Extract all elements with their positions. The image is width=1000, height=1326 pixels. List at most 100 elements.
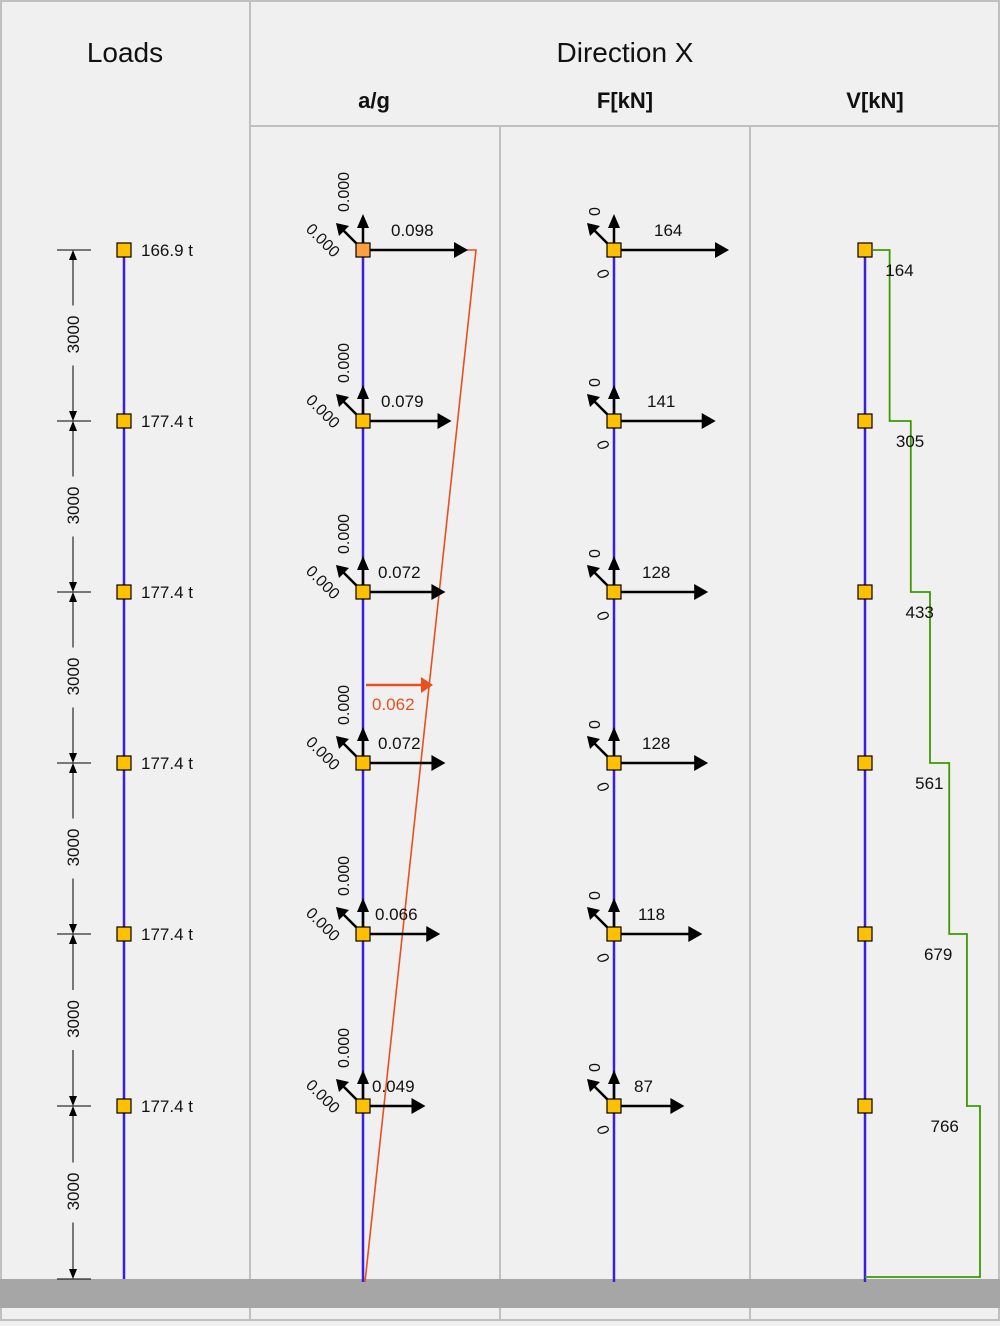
node-marker xyxy=(116,242,132,258)
node-marker xyxy=(116,1098,132,1114)
ag-up-value: 0.000 xyxy=(336,685,353,725)
force-value: 128 xyxy=(642,734,670,753)
vertical-arrow-icon xyxy=(608,556,620,570)
node-marker xyxy=(606,1098,622,1114)
load-node: 177.4 t xyxy=(116,1097,193,1116)
loads-header: Loads xyxy=(87,37,163,68)
load-value: 166.9 t xyxy=(141,241,193,260)
force-value: 141 xyxy=(647,392,675,411)
shear-value: 164 xyxy=(885,261,913,280)
node-marker xyxy=(857,413,873,429)
horizontal-arrow-icon xyxy=(431,755,446,771)
vertical-arrow-icon xyxy=(357,214,369,228)
force-value: 87 xyxy=(634,1077,653,1096)
ag-panel: 0.098 0.000 0.000 0.079 0.000 0.000 0.072 0.000… xyxy=(302,172,468,1117)
vertical-arrow-icon xyxy=(357,385,369,399)
ag-side-value: 0.000 xyxy=(302,563,342,603)
ag-value: 0.066 xyxy=(375,905,418,924)
ag-value: 0.072 xyxy=(378,563,421,582)
node-marker xyxy=(606,242,622,258)
node-marker xyxy=(606,413,622,429)
horizontal-arrow-icon xyxy=(411,1098,426,1114)
vertical-arrow-icon xyxy=(357,1070,369,1084)
dimension-arrow-down xyxy=(69,1096,77,1106)
node-marker xyxy=(116,413,132,429)
ag-side-value: 0.000 xyxy=(302,221,342,261)
shear-node: 433 xyxy=(857,584,934,622)
horizontal-arrow-icon xyxy=(694,584,709,600)
load-value: 177.4 t xyxy=(141,754,193,773)
force-up-value: 0 xyxy=(587,1063,604,1072)
force-side-value: 0 xyxy=(593,950,612,966)
diagonal-arrow-icon xyxy=(336,1079,349,1092)
ground-slab xyxy=(0,1279,1000,1308)
force-side-value: 0 xyxy=(593,1122,612,1138)
vertical-arrow-icon xyxy=(608,1070,620,1084)
dimension-arrow-up xyxy=(69,592,77,602)
vertical-arrow-icon xyxy=(608,898,620,912)
load-value: 177.4 t xyxy=(141,925,193,944)
load-node: 177.4 t xyxy=(116,583,193,602)
dimension-arrow-up xyxy=(69,250,77,260)
vertical-arrow-icon xyxy=(357,898,369,912)
dimension-arrow-down xyxy=(69,582,77,592)
diagonal-arrow-icon xyxy=(336,736,349,749)
ag-value: 0.072 xyxy=(378,734,421,753)
ag-side-value: 0.000 xyxy=(302,905,342,945)
diagonal-arrow-icon xyxy=(587,1079,600,1092)
storey-height-label: 3000 xyxy=(64,658,83,696)
ag-node: 0.079 0.000 0.000 xyxy=(302,343,452,432)
force-value: 128 xyxy=(642,563,670,582)
force-column-header: F[kN] xyxy=(597,88,653,113)
diagonal-arrow-icon xyxy=(336,223,349,236)
horizontal-arrow-icon xyxy=(670,1098,685,1114)
diagonal-arrow-icon xyxy=(587,736,600,749)
node-marker xyxy=(606,584,622,600)
diagonal-arrow-icon xyxy=(587,394,600,407)
ag-node: 0.072 0.000 0.000 xyxy=(302,514,446,603)
load-value: 177.4 t xyxy=(141,583,193,602)
ag-column-header: a/g xyxy=(358,88,390,113)
storey-height-label: 3000 xyxy=(64,316,83,354)
horizontal-arrow-icon xyxy=(437,413,452,429)
storey-height-label: 3000 xyxy=(64,829,83,867)
ag-node: 0.098 0.000 0.000 xyxy=(302,172,468,261)
force-panel: 164 0 0 141 0 0 128 0 0 128 0 0 118 0 0 87 0 0 xyxy=(587,207,729,1138)
storey-height-label: 3000 xyxy=(64,1000,83,1038)
vertical-arrow-icon xyxy=(357,556,369,570)
load-node: 177.4 t xyxy=(116,412,193,431)
horizontal-arrow-icon xyxy=(694,755,709,771)
shear-panel: 164 305 433 561 679 766 xyxy=(857,242,981,1278)
force-up-value: 0 xyxy=(587,720,604,729)
vertical-arrow-icon xyxy=(608,385,620,399)
horizontal-arrow-icon xyxy=(454,242,468,258)
storey-height-label: 3000 xyxy=(64,487,83,525)
force-side-value: 0 xyxy=(593,608,612,624)
ag-node: 0.066 0.000 0.000 xyxy=(302,856,441,945)
node-marker xyxy=(116,926,132,942)
shear-node: 164 xyxy=(857,242,914,280)
dimension-arrow-up xyxy=(69,421,77,431)
node-marker xyxy=(355,584,371,600)
force-node: 141 0 0 xyxy=(587,378,716,453)
node-marker xyxy=(355,926,371,942)
force-side-value: 0 xyxy=(593,266,612,282)
force-up-value: 0 xyxy=(587,891,604,900)
diagonal-arrow-icon xyxy=(336,565,349,578)
diagonal-arrow-icon xyxy=(336,907,349,920)
force-up-value: 0 xyxy=(587,207,604,216)
node-marker xyxy=(116,755,132,771)
ag-value: 0.098 xyxy=(391,221,434,240)
diagonal-arrow-icon xyxy=(587,565,600,578)
node-marker xyxy=(857,755,873,771)
ag-up-value: 0.000 xyxy=(336,343,353,383)
ag-up-value: 0.000 xyxy=(336,1028,353,1068)
node-marker xyxy=(857,242,873,258)
node-marker xyxy=(606,755,622,771)
shear-node: 561 xyxy=(857,755,943,793)
spectrum-annotation-label: 0.062 xyxy=(372,695,415,714)
storey-height-label: 3000 xyxy=(64,1173,83,1211)
